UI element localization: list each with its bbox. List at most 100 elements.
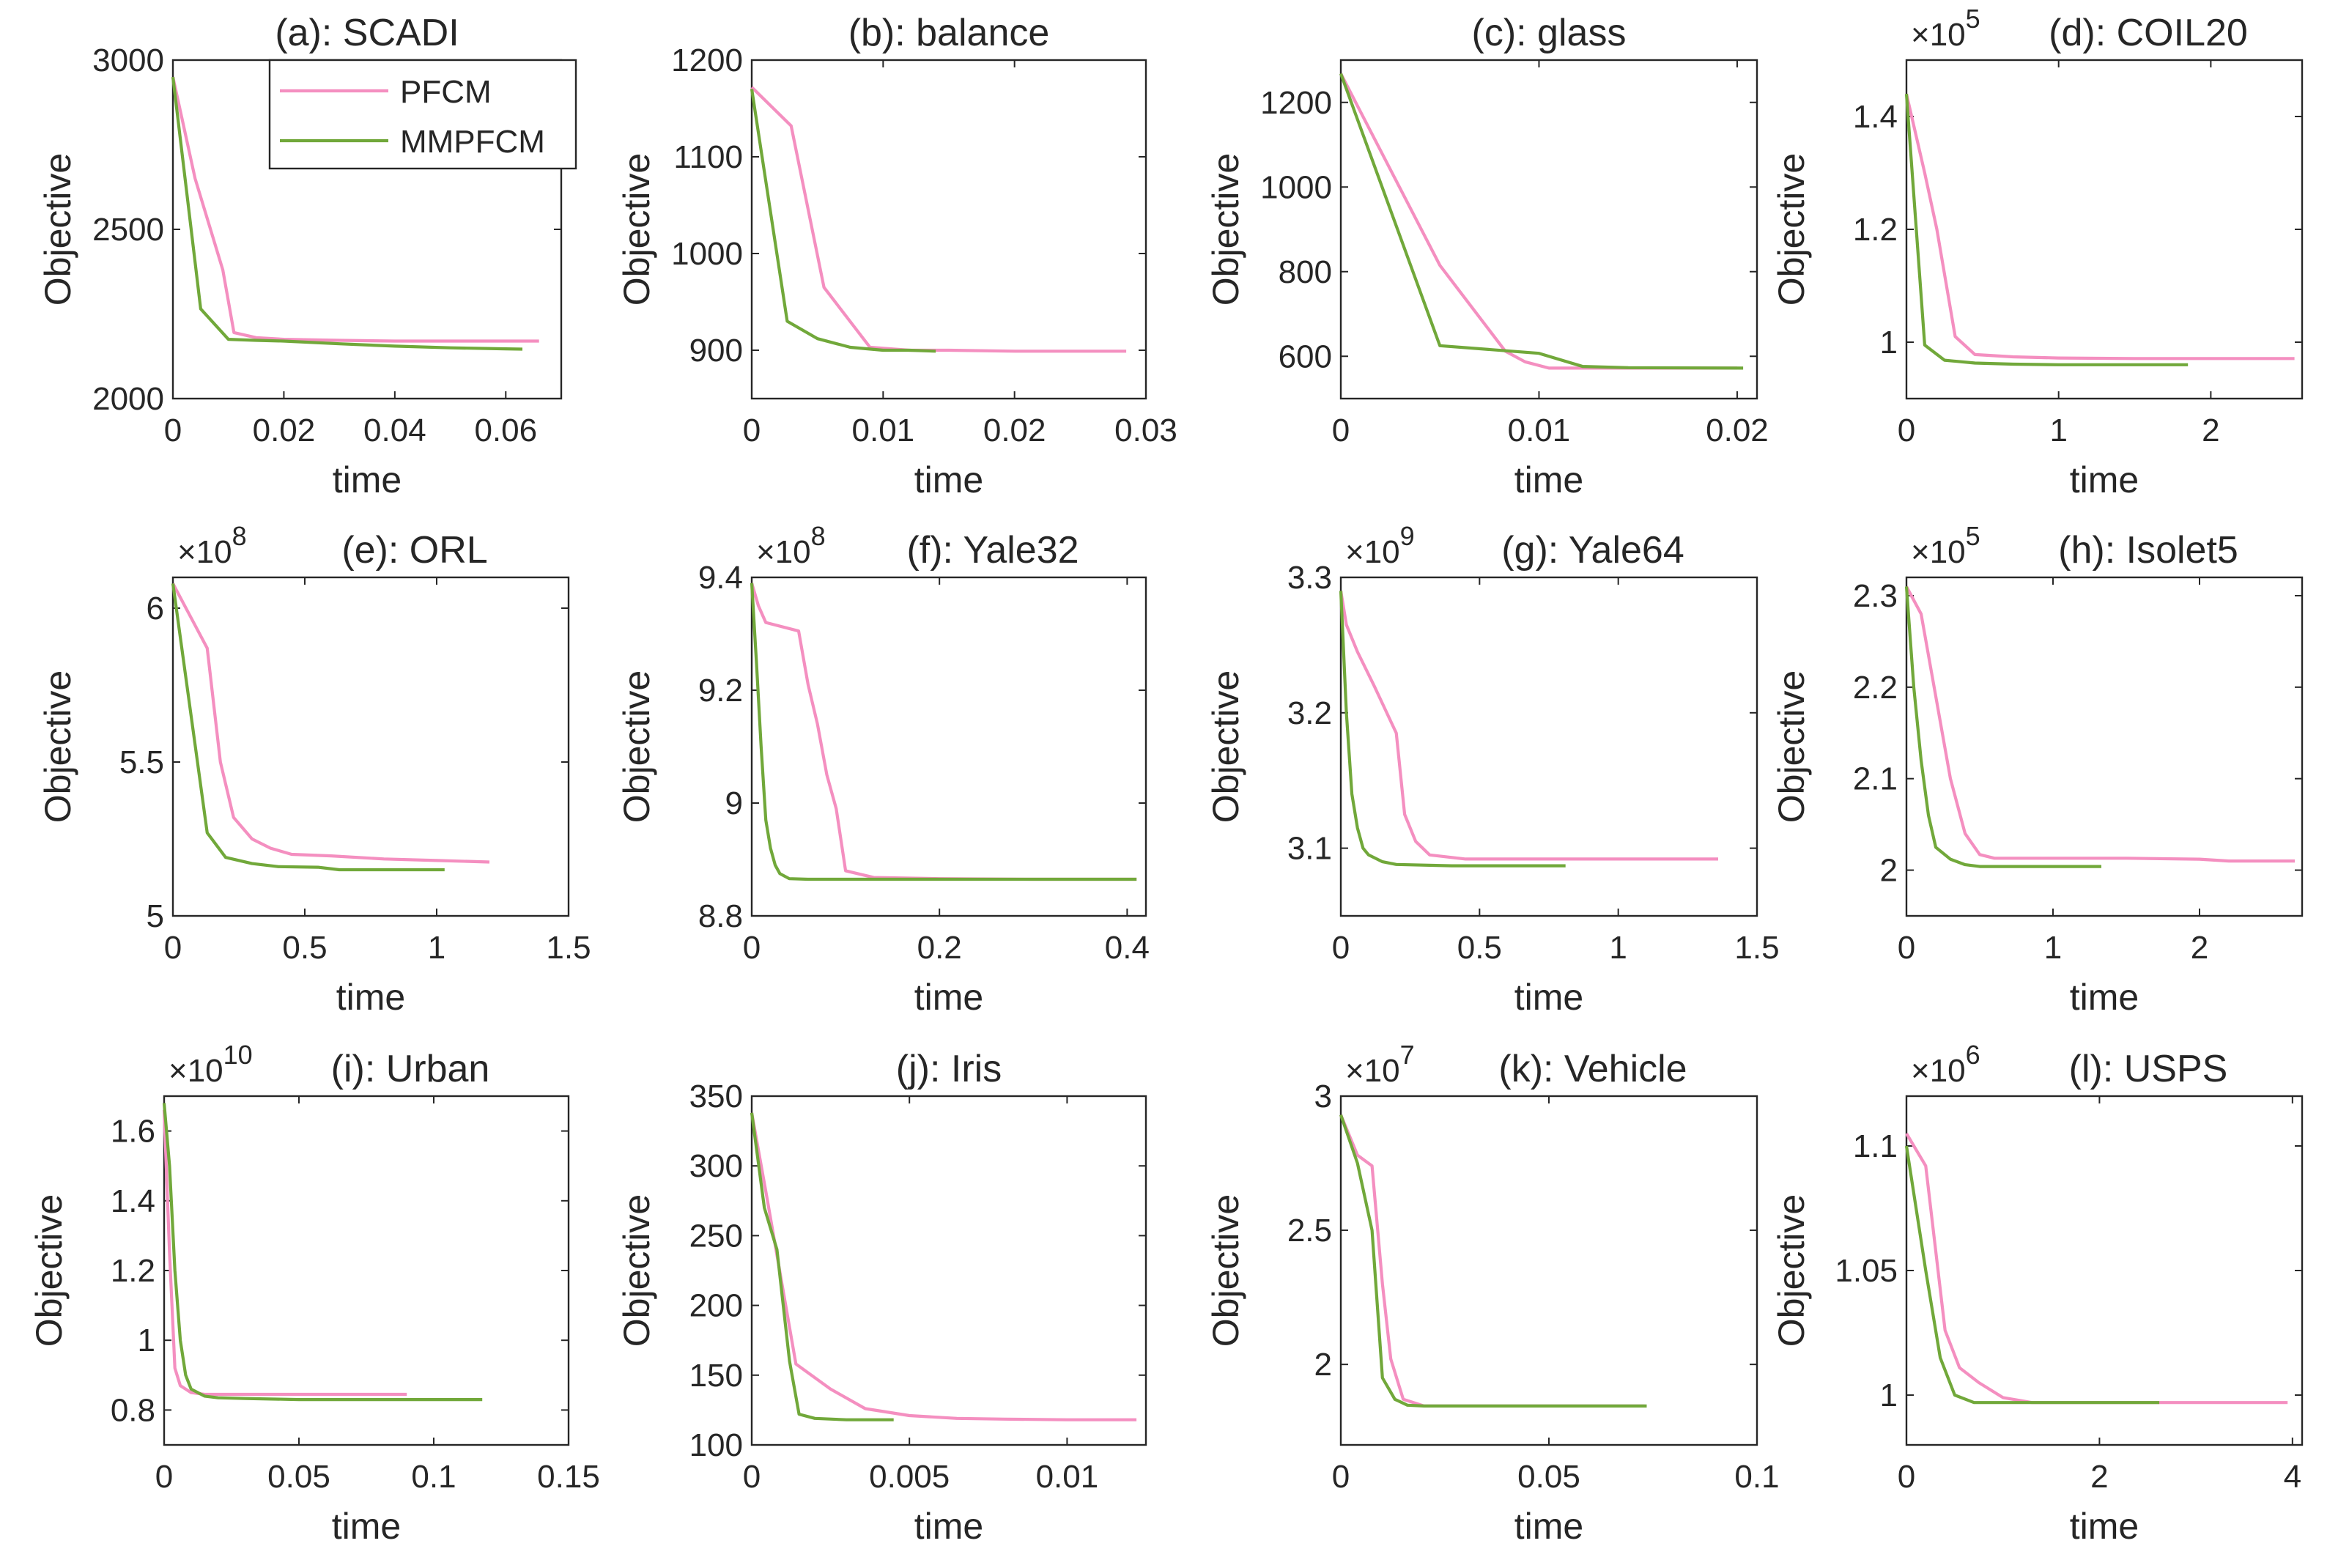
- x-axis-label: time: [914, 459, 983, 500]
- subplot-9: 0 0.05 0.1 0.15 0.8 1 1.2 1.4 1.6 (i): Urban ×1010…: [29, 1040, 600, 1547]
- x-tick-label: 0: [1898, 413, 1915, 448]
- y-tick-label: 350: [689, 1079, 743, 1114]
- series-line-mmpfcm: [750, 1112, 894, 1421]
- axis-exponent: ×105: [1911, 4, 1980, 53]
- subplot-title: (g): Yale64: [1501, 529, 1684, 572]
- x-tick-label: 0.06: [474, 413, 537, 448]
- series-line-pfcm: [1339, 591, 1718, 861]
- legend-label: MMPFCM: [400, 124, 545, 160]
- y-axis-label: Objective: [1771, 670, 1812, 823]
- x-tick-label: 2: [2202, 413, 2219, 448]
- y-tick-label: 9.2: [698, 673, 743, 709]
- x-tick-label: 0: [743, 1459, 761, 1495]
- x-tick-label: 0: [1898, 930, 1915, 966]
- x-tick-label: 4: [2284, 1459, 2301, 1495]
- y-tick-label: 1200: [671, 42, 743, 78]
- x-tick-label: 0: [164, 413, 182, 448]
- x-axis-label: time: [1514, 977, 1583, 1018]
- series-line-mmpfcm: [1339, 1114, 1647, 1408]
- y-tick-label: 1.05: [1835, 1253, 1898, 1289]
- y-axis-label: Objective: [1771, 153, 1812, 306]
- x-axis-label: time: [2070, 977, 2139, 1018]
- series-line-mmpfcm: [1339, 73, 1744, 370]
- y-tick-label: 1000: [1260, 169, 1332, 205]
- subplot-title: (b): balance: [848, 12, 1050, 54]
- x-tick-label: 0: [1332, 1459, 1350, 1495]
- plot-frame: [163, 1095, 570, 1446]
- series-line-pfcm: [171, 76, 539, 343]
- y-tick-label: 1200: [1260, 85, 1332, 121]
- legend-box: [268, 59, 577, 170]
- y-axis-label: Objective: [37, 670, 78, 823]
- y-axis-label: Objective: [616, 153, 657, 306]
- y-tick-label: 6: [147, 591, 164, 626]
- x-tick-label: 0.03: [1114, 413, 1177, 448]
- y-tick-label: 300: [689, 1148, 743, 1184]
- x-tick-label: 0: [1332, 413, 1350, 448]
- axis-exponent-power: 5: [1966, 521, 1980, 551]
- y-tick-label: 2.3: [1853, 578, 1898, 614]
- axis-exponent-power: 6: [1966, 1040, 1980, 1070]
- y-tick-label: 2: [1314, 1347, 1332, 1383]
- axis-exponent-power: 9: [1400, 521, 1415, 551]
- subplot-7: 0 0.5 1 1.5 3.1 3.2 3.3 (g): Yale64 ×109 time Obje…: [1205, 521, 1780, 1018]
- x-tick-label: 0.01: [1508, 413, 1571, 448]
- y-tick-label: 1.2: [1853, 212, 1898, 248]
- y-tick-label: 2: [1880, 853, 1898, 889]
- x-tick-label: 0.005: [869, 1459, 950, 1495]
- x-tick-label: 1: [2049, 413, 2067, 448]
- x-axis-label: time: [914, 977, 983, 1018]
- y-tick-label: 600: [1279, 339, 1332, 374]
- x-tick-label: 0.01: [852, 413, 915, 448]
- x-axis-label: time: [2070, 459, 2139, 500]
- y-tick-label: 9: [725, 785, 743, 821]
- axis-exponent-power: 7: [1400, 1040, 1415, 1070]
- x-tick-label: 1: [428, 930, 445, 966]
- y-tick-label: 2.2: [1853, 670, 1898, 706]
- x-tick-label: 0.1: [411, 1459, 456, 1495]
- subplot-title: (e): ORL: [341, 529, 487, 572]
- y-tick-label: 3.1: [1287, 831, 1332, 867]
- series-line-mmpfcm: [750, 89, 936, 353]
- plot-frame: [1339, 59, 1758, 400]
- x-tick-label: 0.5: [282, 930, 327, 966]
- y-axis-label: Objective: [1771, 1194, 1812, 1347]
- x-tick-label: 0.1: [1734, 1459, 1779, 1495]
- y-tick-label: 2500: [92, 212, 164, 248]
- axis-exponent: ×106: [1911, 1040, 1980, 1089]
- subplot-title: (a): SCADI: [275, 12, 459, 54]
- x-tick-label: 0.05: [267, 1459, 330, 1495]
- plot-frame: [750, 59, 1147, 400]
- subplot-title: (h): Isolet5: [2058, 529, 2238, 572]
- x-axis-label: time: [332, 1506, 401, 1547]
- y-tick-label: 150: [689, 1358, 743, 1394]
- x-tick-label: 0.4: [1105, 930, 1150, 966]
- y-tick-label: 8.8: [698, 898, 743, 934]
- y-tick-label: 5.5: [119, 744, 164, 780]
- x-axis-label: time: [333, 459, 402, 500]
- y-tick-label: 1.1: [1853, 1128, 1898, 1164]
- series-line-mmpfcm: [750, 583, 1137, 881]
- subplot-11: 0 0.05 0.1 2 2.5 3 (k): Vehicle ×107 time Objecti…: [1205, 1040, 1780, 1547]
- plot-frame: [1905, 59, 2304, 400]
- y-tick-label: 900: [689, 333, 743, 369]
- x-tick-label: 0: [743, 413, 761, 448]
- y-tick-label: 1: [138, 1323, 155, 1358]
- x-tick-label: 2: [2090, 1459, 2108, 1495]
- axis-exponent: ×108: [177, 521, 247, 570]
- axis-exponent: ×105: [1911, 521, 1980, 570]
- x-axis-label: time: [1514, 459, 1583, 500]
- axis-exponent-power: 5: [1966, 4, 1980, 34]
- y-tick-label: 3.3: [1287, 560, 1332, 596]
- y-axis-label: Objective: [1205, 670, 1246, 823]
- y-tick-label: 9.4: [698, 560, 743, 596]
- x-tick-label: 0.5: [1457, 930, 1502, 966]
- subplot-12: 0 2 4 1 1.05 1.1 (l): USPS ×106 time Objective: [1771, 1040, 2304, 1547]
- y-tick-label: 0.8: [111, 1392, 155, 1428]
- x-tick-label: 0.2: [917, 930, 962, 966]
- y-axis-label: Objective: [616, 670, 657, 823]
- y-tick-label: 3.2: [1287, 695, 1332, 731]
- subplot-6: 0 0.2 0.4 8.8 9 9.2 9.4 (f): Yale32 ×108 time Obje…: [616, 521, 1150, 1018]
- x-tick-label: 0: [1332, 930, 1350, 966]
